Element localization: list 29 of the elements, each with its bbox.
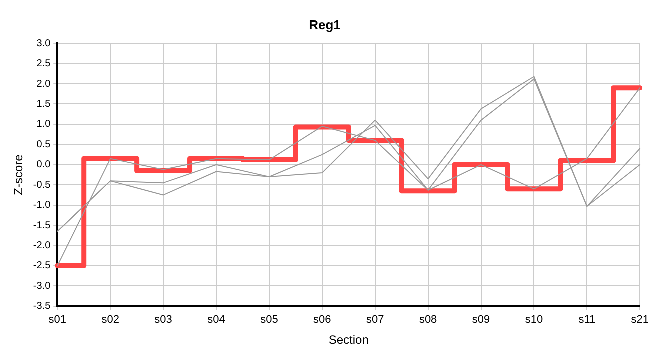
y-tick-label: -3.0 xyxy=(33,280,52,292)
chart-title: Reg1 xyxy=(309,17,341,32)
x-tick-label: s10 xyxy=(525,314,544,326)
x-tick-label: s09 xyxy=(472,314,490,326)
x-tick-label: s05 xyxy=(260,314,278,326)
y-tick-label: 2.0 xyxy=(36,78,52,90)
x-tick-label: s04 xyxy=(208,314,226,326)
y-tick-label: -3.5 xyxy=(33,301,52,312)
y-tick-label: 1.5 xyxy=(36,98,52,110)
x-tick-label: s08 xyxy=(419,314,438,326)
x-tick-label: s03 xyxy=(154,314,172,326)
y-tick-label: -2.5 xyxy=(33,260,52,272)
y-tick-label: -1.0 xyxy=(33,200,52,212)
x-axis-title: Section xyxy=(328,333,369,348)
y-tick-label: 3.0 xyxy=(36,38,52,50)
y-tick-label: -0.5 xyxy=(33,180,52,191)
x-tick-label: s06 xyxy=(314,314,332,326)
x-tick-label: s11 xyxy=(578,314,596,326)
x-tick-label: s07 xyxy=(366,314,384,326)
x-tick-label: s21 xyxy=(631,314,650,326)
y-tick-label: 2.5 xyxy=(36,58,52,70)
x-tick-label: s02 xyxy=(102,314,120,326)
y-axis-title: Z-score xyxy=(12,154,26,196)
x-tick-label: s01 xyxy=(48,314,67,326)
y-tick-label: -1.5 xyxy=(33,220,52,232)
y-tick-label: -2.0 xyxy=(33,240,52,252)
y-tick-label: 1.0 xyxy=(36,119,52,130)
y-tick-label: 0.0 xyxy=(36,160,52,171)
y-tick-label: 0.5 xyxy=(36,139,52,150)
